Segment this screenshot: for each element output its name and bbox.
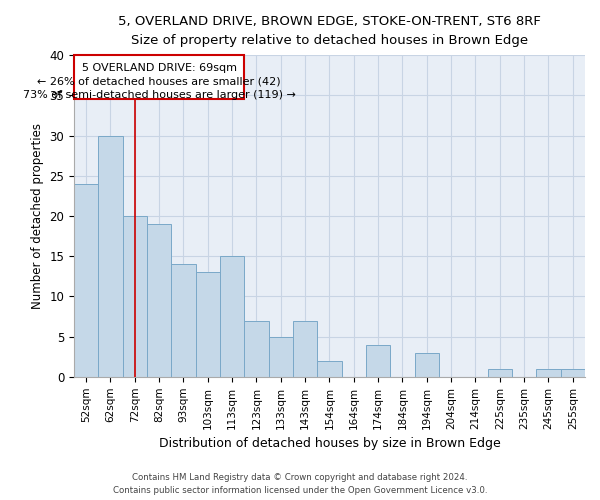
Bar — [560, 369, 585, 377]
Bar — [147, 224, 171, 377]
Title: 5, OVERLAND DRIVE, BROWN EDGE, STOKE-ON-TRENT, ST6 8RF
Size of property relative: 5, OVERLAND DRIVE, BROWN EDGE, STOKE-ON-… — [118, 15, 541, 47]
Bar — [415, 352, 439, 377]
Bar — [171, 264, 196, 377]
Bar — [317, 360, 341, 377]
Bar — [98, 136, 122, 377]
Text: 5 OVERLAND DRIVE: 69sqm: 5 OVERLAND DRIVE: 69sqm — [82, 63, 236, 73]
Bar — [74, 184, 98, 377]
Text: Contains HM Land Registry data © Crown copyright and database right 2024.
Contai: Contains HM Land Registry data © Crown c… — [113, 474, 487, 495]
Bar — [122, 216, 147, 377]
FancyBboxPatch shape — [74, 55, 244, 100]
Y-axis label: Number of detached properties: Number of detached properties — [31, 123, 44, 309]
Bar — [366, 344, 391, 377]
Bar — [536, 369, 560, 377]
Text: ← 26% of detached houses are smaller (42): ← 26% of detached houses are smaller (42… — [37, 77, 281, 87]
Bar — [293, 320, 317, 377]
Bar — [269, 336, 293, 377]
Bar — [196, 272, 220, 377]
Bar — [220, 256, 244, 377]
Bar — [488, 369, 512, 377]
Text: 73% of semi-detached houses are larger (119) →: 73% of semi-detached houses are larger (… — [23, 90, 296, 100]
Bar — [244, 320, 269, 377]
X-axis label: Distribution of detached houses by size in Brown Edge: Distribution of detached houses by size … — [158, 437, 500, 450]
